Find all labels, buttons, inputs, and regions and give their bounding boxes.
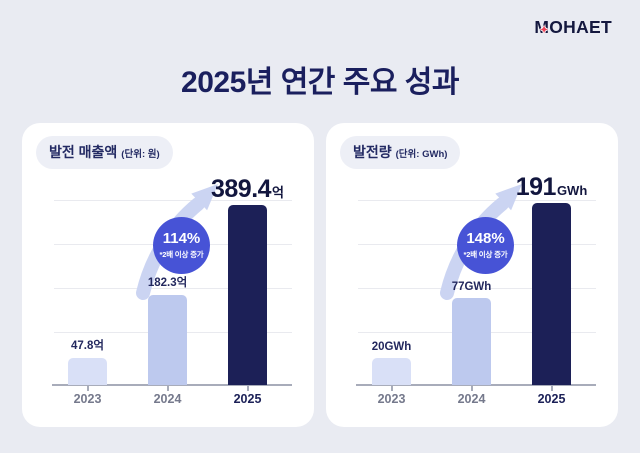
bar-2025 — [532, 203, 571, 385]
bar-2023 — [372, 358, 411, 385]
axis-tick — [86, 385, 89, 391]
gridline — [54, 288, 292, 289]
chart-title: 발전량 — [353, 144, 392, 160]
page-title: 2025년 연간 주요 성과 — [181, 66, 459, 99]
growth-note: *2배 이상 증가 — [463, 249, 508, 259]
bar-value-label-2024: 77GWh — [451, 281, 492, 293]
generation-chart-title-pill: 발전량 (단위: GWh) — [340, 136, 461, 169]
gridline — [358, 200, 596, 201]
x-axis-label-2024: 2024 — [457, 392, 486, 406]
x-axis-label-2024: 2024 — [153, 392, 182, 406]
charts-row: 발전 매출액 (단위: 원) 114% *2배 이상 증가 47.8억 2023 1… — [22, 123, 618, 427]
gridline — [358, 288, 596, 289]
x-axis-label-2025: 2025 — [537, 392, 566, 406]
growth-percent: 114% — [162, 230, 201, 248]
bar-value-label-2025: 191 GWh — [482, 175, 622, 200]
x-axis-label-2023: 2023 — [377, 392, 406, 406]
bar-value-unit: 억 — [272, 185, 285, 200]
axis-tick — [166, 385, 169, 391]
chart-unit-label: (단위: GWh) — [395, 149, 448, 160]
bar-2024 — [452, 298, 491, 385]
logo-letter-m: M ✦ — [534, 17, 550, 37]
bar-2025 — [228, 205, 267, 385]
axis-tick — [246, 385, 249, 391]
bar-value-label-2023: 47.8억 — [71, 340, 104, 352]
generation-bar-chart: 148% *2배 이상 증가 20GWh 2023 77GWh 2024 191 GWh 2… — [326, 123, 618, 427]
gridline — [54, 200, 292, 201]
chart-unit-label: (단위: 원) — [121, 149, 160, 160]
growth-percent: 148% — [466, 230, 505, 248]
bar-value-label-2023: 20GWh — [371, 341, 412, 353]
bar-value-number: 389.4 — [210, 175, 272, 203]
bar-2023 — [68, 358, 107, 385]
logo-rest: OHAET — [549, 17, 612, 37]
x-axis — [52, 384, 292, 386]
axis-tick — [550, 385, 553, 391]
revenue-chart-title-pill: 발전 매출액 (단위: 원) — [36, 136, 173, 169]
revenue-bar-chart: 114% *2배 이상 증가 47.8억 2023 182.3억 2024 389.4 억… — [22, 123, 314, 427]
x-axis-label-2025: 2025 — [233, 392, 262, 406]
chart-title: 발전 매출액 — [49, 144, 118, 160]
revenue-card: 발전 매출액 (단위: 원) 114% *2배 이상 증가 47.8억 2023 1… — [22, 123, 314, 427]
axis-tick — [390, 385, 393, 391]
growth-badge: 114% *2배 이상 증가 — [153, 217, 210, 274]
generation-card: 발전량 (단위: GWh) 148% *2배 이상 증가 20GWh 2023 77… — [326, 123, 618, 427]
bar-value-unit: GWh — [556, 183, 588, 198]
growth-badge: 148% *2배 이상 증가 — [457, 217, 514, 274]
bar-value-label-2024: 182.3억 — [147, 277, 188, 289]
bar-value-number: 191 — [515, 173, 557, 201]
logo-star-icon: ✦ — [539, 24, 549, 36]
axis-tick — [470, 385, 473, 391]
growth-note: *2배 이상 증가 — [159, 249, 204, 259]
x-axis — [356, 384, 596, 386]
bar-2024 — [148, 295, 187, 385]
bar-value-label-2025: 389.4 억 — [178, 177, 318, 202]
x-axis-label-2023: 2023 — [73, 392, 102, 406]
brand-logo: M ✦ OHAET — [534, 17, 612, 38]
